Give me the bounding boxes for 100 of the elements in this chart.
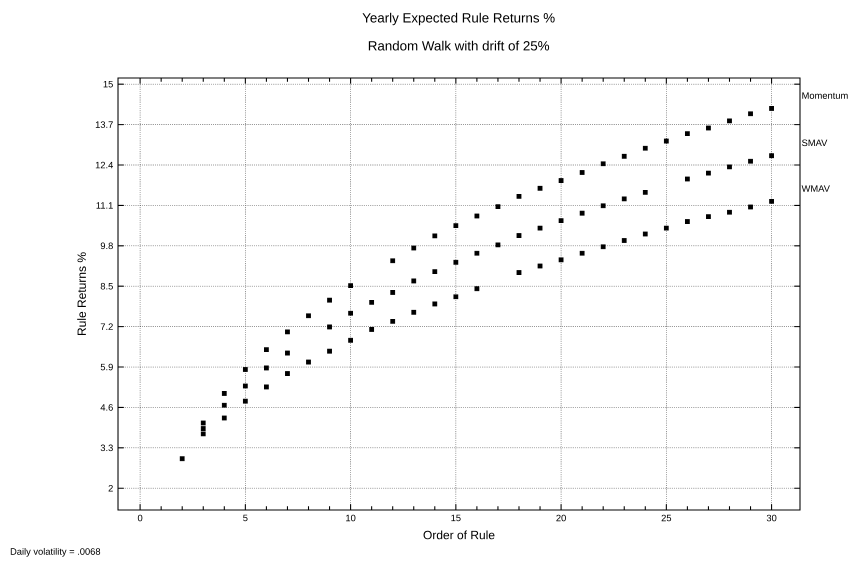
point [432,269,438,274]
y-tick-label: 9.8 [100,242,113,250]
point [727,118,732,124]
point [432,302,438,306]
y-tick-label: 8.5 [100,282,113,290]
point [600,203,606,208]
point [200,431,206,436]
point [306,313,311,318]
point [706,170,711,176]
point [748,111,753,116]
x-tick-label: 20 [556,514,566,522]
point [264,384,269,390]
point [453,260,458,265]
point [474,214,480,218]
point [432,233,438,238]
point [264,366,269,370]
point [538,186,542,191]
point [369,327,374,332]
y-tick-label: 5.9 [100,364,113,370]
point [558,178,564,183]
point [580,170,585,175]
point [242,398,248,404]
point [264,347,269,352]
y-tick-label: 7.2 [100,323,113,330]
point [516,194,522,199]
point [200,426,206,431]
point [327,348,332,354]
y-tick-label: 15 [104,80,113,88]
y-tick-label: 2 [108,484,113,492]
point [200,420,206,426]
point [622,154,627,159]
point [474,286,480,292]
point [748,204,753,210]
y-tick-label: 3.3 [100,444,113,452]
point [642,190,648,195]
point [222,416,227,420]
point [727,210,732,215]
text: SMAV [802,139,828,146]
point [684,176,690,182]
point [474,250,480,256]
x-axis-title: Order of Rule [424,530,494,540]
point [516,270,522,275]
point [390,290,396,295]
point [453,223,458,228]
x-tick-label: 5 [243,514,248,522]
point [411,246,416,250]
point [664,226,669,231]
legend-label: Momentum [802,92,848,99]
point [622,238,627,243]
chart-title: Yearly Expected Rule Returns % [362,12,555,26]
point [348,283,354,288]
y-axis-title: Rule Returns % [77,252,86,336]
x-tick-label: 15 [451,514,461,522]
point [664,138,669,144]
x-tick-label: 30 [766,514,776,522]
y-tick-label: 13.7 [96,121,113,128]
point [306,360,311,364]
point [769,198,774,204]
point [558,218,564,224]
point [242,367,248,372]
point [580,210,585,216]
point [285,350,290,356]
point [769,153,774,158]
point [600,161,606,166]
point [580,250,585,256]
point [706,126,711,130]
point [180,456,185,462]
point [411,278,416,284]
point [516,233,522,238]
point [622,196,627,202]
point [538,264,542,268]
chart-subtitle: Random Walk with drift of 25% [368,40,550,51]
y-tick-label: 4.6 [100,404,113,411]
point [538,226,542,231]
point [496,242,500,248]
x-tick-label: 0 [138,514,142,522]
point [285,330,290,334]
x-tick-label: 10 [346,514,356,522]
y-tick-label: 12.4 [96,162,114,168]
point [558,257,564,262]
point [327,324,332,330]
point [390,318,396,324]
point [600,244,606,250]
point [327,298,332,303]
point [769,106,774,111]
point [411,310,416,315]
point [390,258,396,264]
text: WMAV [802,185,830,192]
point [727,164,732,170]
point [496,204,500,210]
point [348,338,354,343]
x-tick-label: 25 [662,514,672,522]
point [706,214,711,220]
text: Daily volatility = .0068 [10,548,100,557]
point [222,391,227,396]
point [369,300,374,305]
y-tick-label: 11.1 [96,202,113,209]
point [453,294,458,300]
point [222,402,227,408]
point [642,232,648,236]
